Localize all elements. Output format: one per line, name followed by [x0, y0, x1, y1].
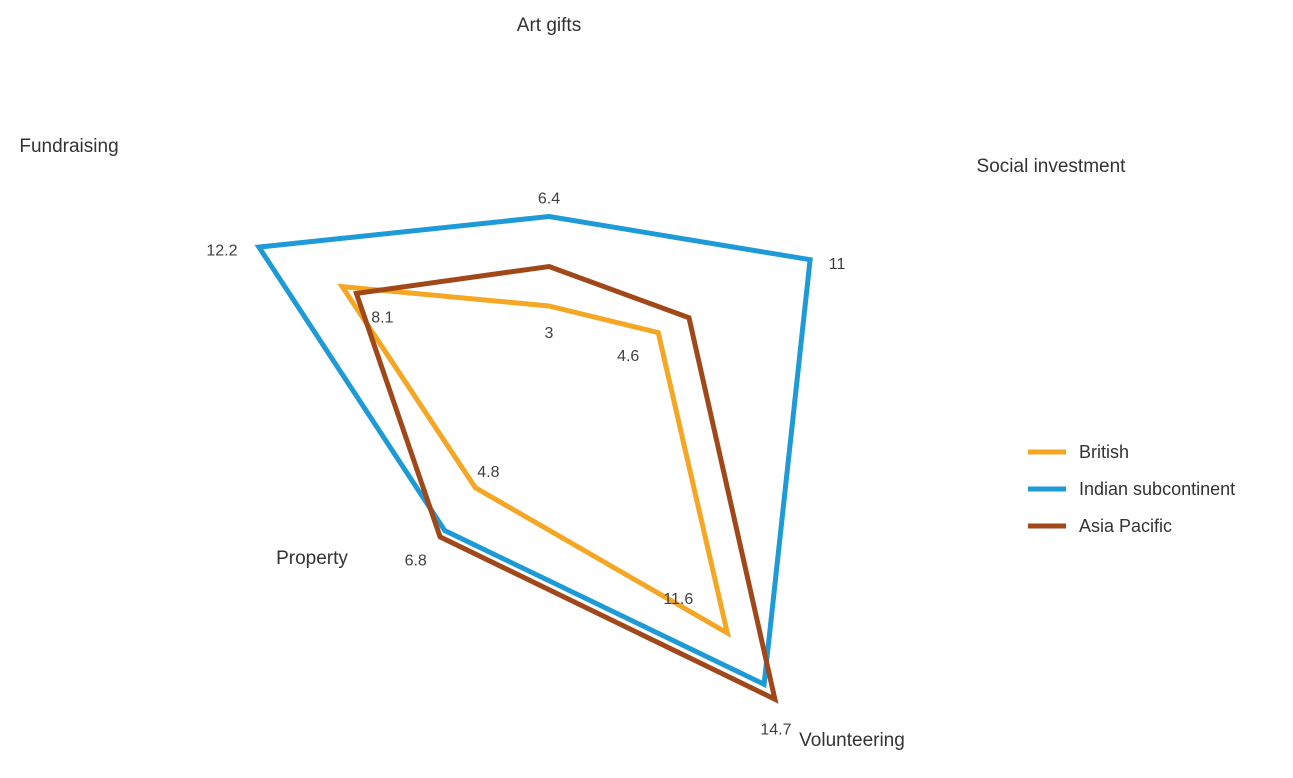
data-label-social-investment-british: 4.6 [617, 348, 639, 365]
axis-labels: Art gifts Social investment Volunteering Pr… [19, 15, 1126, 751]
axis-label-social-investment: Social investment [977, 156, 1127, 177]
legend-label-british: British [1079, 442, 1129, 462]
series-layer [254, 213, 813, 704]
data-label-property-british: 4.8 [477, 464, 499, 481]
axis-label-volunteering: Volunteering [799, 730, 905, 751]
data-label-volunteering-asia-pacific: 14.7 [760, 721, 791, 738]
data-label-fundraising-indian-subcontinent: 12.2 [206, 242, 237, 259]
axis-label-property: Property [276, 548, 348, 569]
series-indian-subcontinent [254, 213, 813, 689]
data-label-art-gifts-british: 3 [545, 325, 554, 342]
data-label-property-indian-subcontinent: 6.8 [405, 553, 427, 570]
legend-label-asia-pacific: Asia Pacific [1079, 516, 1172, 536]
axis-label-art-gifts: Art gifts [517, 15, 581, 36]
data-label-social-investment-indian-subcontinent: 11 [829, 256, 846, 273]
series-asia-pacific [353, 263, 779, 704]
legend-label-indian-subcontinent: Indian subcontinent [1079, 479, 1235, 499]
legend: British Indian subcontinent Asia Pacific [1028, 442, 1235, 536]
data-label-art-gifts-indian-subcontinent: 6.4 [538, 191, 560, 208]
data-label-volunteering-british: 11.6 [663, 591, 693, 608]
axis-label-fundraising: Fundraising [19, 136, 118, 157]
data-labels: 6.4 3 11 4.6 14.7 11.6 6.8 4.8 12.2 8.1 [206, 191, 845, 739]
data-label-fundraising-asia-pacific: 8.1 [371, 310, 393, 327]
